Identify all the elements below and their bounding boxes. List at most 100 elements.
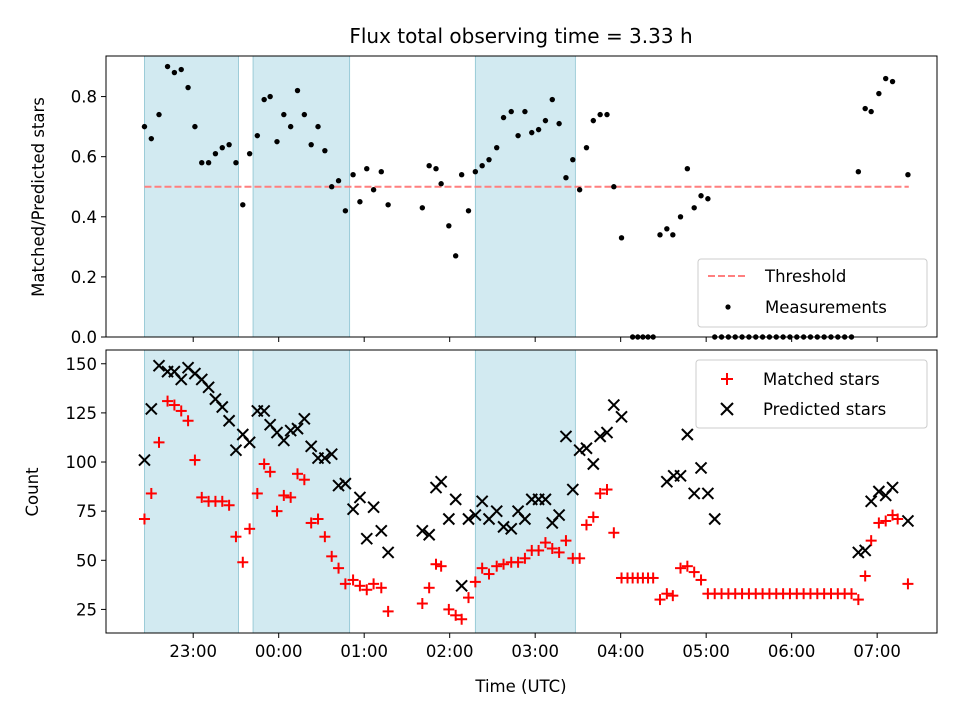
measurement-point <box>261 96 267 103</box>
measurement-point <box>433 166 439 172</box>
matched-star-point <box>292 468 304 480</box>
measurement-point <box>156 111 162 118</box>
matched-star-point <box>859 570 871 582</box>
matched-star-point <box>223 499 235 511</box>
predicted-star-point <box>339 477 352 490</box>
matched-star-point <box>462 592 474 604</box>
measurement-point <box>350 172 356 178</box>
measurement-point <box>664 226 670 232</box>
legend-threshold-label: Threshold <box>764 267 846 286</box>
measurement-point <box>322 147 328 154</box>
measurement-point <box>670 232 676 238</box>
matched-star-point <box>339 578 351 590</box>
predicted-star-point <box>353 491 367 504</box>
predicted-star-point <box>518 512 532 526</box>
measurement-point <box>465 208 472 214</box>
measurement-point <box>855 169 862 175</box>
predicted-star-point <box>559 430 573 443</box>
matched-star-point <box>162 395 174 407</box>
matched-star-point <box>865 535 877 547</box>
predicted-star-point <box>229 444 243 457</box>
measurement-point <box>419 205 426 211</box>
matched-star-point <box>382 605 394 617</box>
predicted-star-point <box>552 508 566 522</box>
matched-star-point <box>278 489 290 501</box>
observing-interval-2 <box>474 55 576 338</box>
matched-star-point <box>580 519 592 531</box>
matched-star-point <box>667 590 679 602</box>
measurement-point <box>246 150 253 157</box>
y-tick-label: 150 <box>66 355 98 374</box>
matched-star-point <box>902 578 914 590</box>
legend-predicted-swatch <box>720 402 734 416</box>
measurement-point <box>868 108 874 115</box>
measurement-point <box>705 196 711 202</box>
predicted-stars-points <box>138 359 915 593</box>
measurement-point <box>458 172 465 178</box>
measurement-point <box>677 214 684 220</box>
matched-star-point <box>285 491 297 503</box>
legend-matched-swatch <box>721 373 733 385</box>
matched-star-point <box>695 574 707 586</box>
predicted-star-point <box>422 528 436 541</box>
measurement-point <box>522 108 528 115</box>
predicted-star-point <box>216 400 229 414</box>
y-tick-label: 0.6 <box>71 148 97 167</box>
top-x-ticks <box>192 337 878 342</box>
predicted-star-point <box>864 495 878 508</box>
predicted-star-point <box>615 410 628 424</box>
matched-star-point <box>368 578 380 590</box>
legend-measurements-label: Measurements <box>765 298 887 317</box>
predicted-star-point <box>566 483 580 496</box>
legend-measurements-swatch <box>725 304 731 310</box>
measurement-point <box>364 166 370 172</box>
predicted-star-point <box>497 520 510 534</box>
matched-star-point <box>145 487 157 499</box>
predicted-star-point <box>284 424 297 437</box>
predicted-star-point <box>449 493 462 506</box>
predicted-star-point <box>434 475 448 488</box>
y-tick-label: 100 <box>66 453 98 472</box>
measurement-point <box>219 144 225 151</box>
matched-star-point <box>873 517 885 529</box>
matched-star-point <box>681 560 693 572</box>
predicted-star-point <box>681 428 694 441</box>
measurement-point <box>883 75 889 82</box>
matched-star-point <box>216 495 228 507</box>
matched-star-point <box>688 566 700 578</box>
top-y-ticks: 0.0 0.2 0.4 0.6 0.8 <box>71 88 106 347</box>
measurement-point <box>684 166 691 172</box>
measurement-point <box>294 87 301 94</box>
predicted-star-point <box>332 479 345 492</box>
measurement-point <box>657 232 663 238</box>
matched-star-point <box>539 537 551 549</box>
predicted-star-point <box>202 381 215 394</box>
predicted-star-point <box>539 493 552 506</box>
predicted-star-point <box>318 451 332 465</box>
predicted-star-point <box>462 512 475 526</box>
y-tick-label: 0.4 <box>71 208 97 227</box>
matched-star-point <box>469 576 481 588</box>
measurement-point <box>508 108 514 115</box>
measurement-point <box>185 84 191 91</box>
measurement-point <box>254 132 261 139</box>
measurement-point <box>199 159 205 166</box>
matched-star-point <box>450 609 462 621</box>
matched-star-point <box>456 613 468 625</box>
bottom-shaded-intervals <box>144 349 576 634</box>
matched-star-point <box>319 531 331 543</box>
measurement-point <box>889 78 896 85</box>
matched-star-point <box>519 552 531 564</box>
x-tick-label: 01:00 <box>340 642 388 661</box>
x-tick-label: 07:00 <box>853 642 901 661</box>
predicted-star-point <box>858 544 872 557</box>
measurement-point <box>335 178 342 184</box>
observing-interval-0 <box>144 55 239 338</box>
ratio-panel: 0.00.20.40.60.8 Matched/Predicted stars … <box>29 55 938 347</box>
measurement-point <box>267 93 273 100</box>
measurement-point <box>446 223 452 229</box>
matched-star-point <box>546 542 558 554</box>
x-tick-label: 04:00 <box>597 642 645 661</box>
predicted-star-point <box>886 481 899 494</box>
